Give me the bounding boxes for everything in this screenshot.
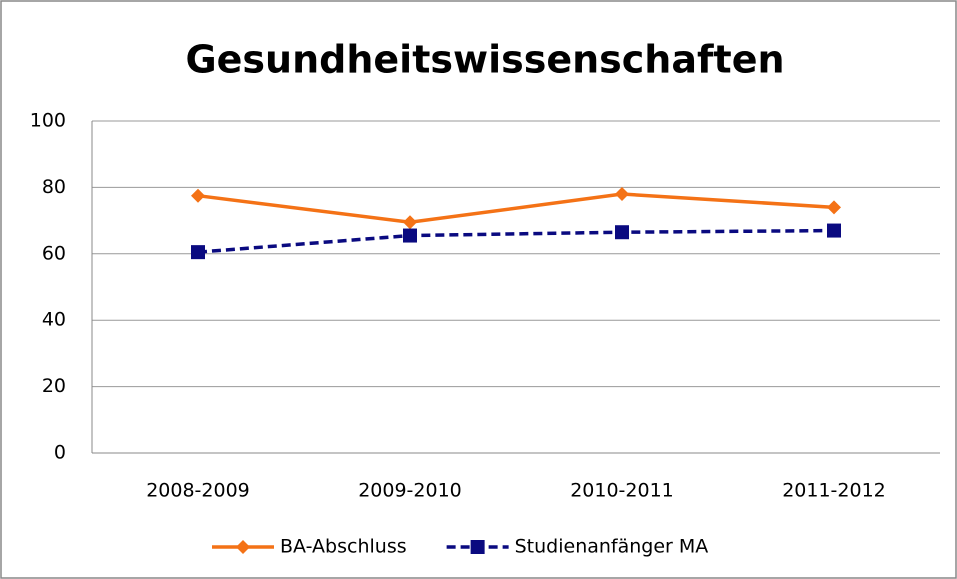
y-tick-label: 0: [54, 442, 66, 464]
legend-marker: [470, 540, 485, 554]
series-line: [197, 228, 835, 254]
y-tick-label: 20: [42, 375, 66, 397]
data-point: [403, 215, 417, 230]
x-tick-label: 2008-2009: [146, 480, 250, 502]
data-point: [191, 245, 205, 260]
y-tick-label: 100: [30, 110, 66, 132]
data-point: [827, 223, 841, 238]
data-point: [615, 225, 629, 240]
x-tick-label: 2011-2012: [782, 480, 886, 502]
data-point: [191, 188, 205, 203]
y-tick-label: 80: [42, 176, 66, 198]
data-point: [403, 228, 417, 243]
x-tick-label: 2010-2011: [570, 480, 674, 502]
chart-title: Gesundheitswissenschaften: [185, 38, 784, 82]
legend-label: BA-Abschluss: [280, 536, 407, 558]
legend-marker: [236, 540, 250, 554]
y-tick-label: 60: [42, 242, 66, 264]
data-point: [827, 200, 841, 215]
data-point: [615, 187, 629, 202]
y-tick-label: 40: [42, 309, 66, 331]
x-tick-label: 2009-2010: [358, 480, 462, 502]
series-line: [197, 192, 835, 225]
legend-label: Studienanfänger MA: [515, 536, 709, 558]
